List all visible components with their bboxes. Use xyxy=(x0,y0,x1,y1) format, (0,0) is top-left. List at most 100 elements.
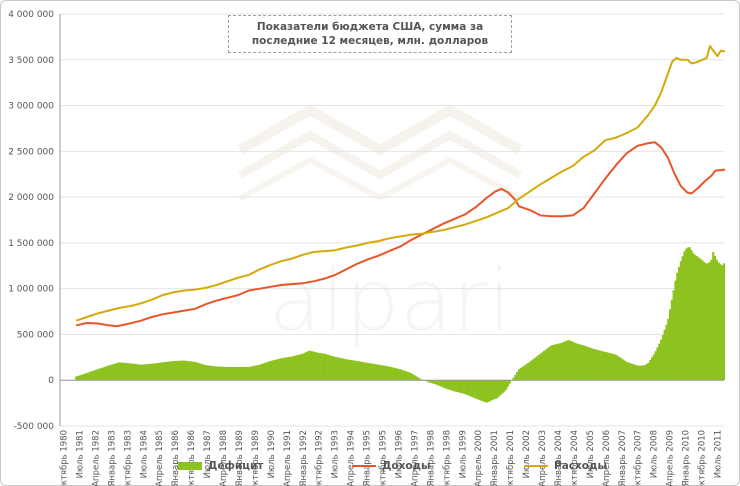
deficit-bar-295 xyxy=(606,352,609,381)
chart-title-line-2: последние 12 месяцев, млн. долларов xyxy=(251,35,489,47)
x-tick-label-2: Апрель 1982 xyxy=(91,430,101,486)
x-tick-label-36: Октябрь 2007 xyxy=(634,430,644,486)
deficit-bar-114 xyxy=(280,358,283,381)
deficit-bar-108 xyxy=(269,360,272,381)
deficit-bar-6 xyxy=(85,372,89,381)
x-tick-label-7: Январь 1986 xyxy=(171,430,181,486)
deficit-bar-327 xyxy=(663,329,666,381)
deficit-bar-305 xyxy=(624,360,627,381)
deficit-bar-93 xyxy=(242,366,245,381)
deficit-bar-235 xyxy=(498,380,501,397)
deficit-bar-234 xyxy=(496,380,499,399)
deficit-bar-267 xyxy=(555,344,558,381)
y-tick-label-0: -500 000 xyxy=(14,422,55,432)
deficit-bar-199 xyxy=(433,380,436,384)
deficit-bar-45 xyxy=(156,363,159,381)
deficit-bar-105 xyxy=(264,362,267,381)
deficit-bar-233 xyxy=(494,380,497,399)
deficit-bar-325 xyxy=(659,339,663,381)
deficit-bar-37 xyxy=(141,364,144,381)
deficit-bar-356 xyxy=(715,259,718,381)
deficit-bar-62 xyxy=(186,360,189,381)
x-tick-label-25: Июль 1999 xyxy=(458,430,468,478)
x-tick-label-16: Октябрь 1992 xyxy=(315,430,325,486)
deficit-bar-49 xyxy=(163,362,166,381)
x-tick-label-8: Октябрь 1986 xyxy=(187,430,197,486)
deficit-bar-76 xyxy=(211,366,214,381)
deficit-bar-348 xyxy=(701,260,704,381)
deficit-bar-205 xyxy=(444,380,447,389)
legend-label-expenses: Расходы xyxy=(554,460,607,472)
y-tick-label-3: 1 000 000 xyxy=(8,285,54,295)
deficit-bar-223 xyxy=(476,380,479,400)
deficit-bar-34 xyxy=(136,364,139,381)
deficit-bar-322 xyxy=(654,351,657,381)
deficit-bar-75 xyxy=(210,365,213,381)
deficit-bar-296 xyxy=(607,352,610,381)
deficit-bar-121 xyxy=(292,355,295,381)
deficit-bar-119 xyxy=(289,356,292,381)
deficit-bar-352 xyxy=(708,262,711,381)
deficit-bar-246 xyxy=(517,369,520,381)
deficit-bar-184 xyxy=(406,371,409,381)
deficit-bar-294 xyxy=(604,351,607,381)
deficit-bar-118 xyxy=(287,357,290,381)
deficit-bar-67 xyxy=(195,362,198,381)
deficit-bar-10 xyxy=(93,370,96,381)
deficit-bar-172 xyxy=(384,365,387,381)
deficit-bar-197 xyxy=(429,380,432,383)
deficit-bar-33 xyxy=(134,363,137,381)
deficit-bar-59 xyxy=(181,360,184,381)
deficit-bar-212 xyxy=(456,380,459,393)
deficit-bar-253 xyxy=(530,360,533,381)
x-tick-label-38: Апрель 2009 xyxy=(666,430,676,486)
deficit-bar-167 xyxy=(375,364,378,381)
deficit-bar-313 xyxy=(638,365,641,381)
deficit-bar-23 xyxy=(116,362,119,381)
y-tick-label-4: 1 500 000 xyxy=(8,239,54,249)
deficit-bar-357 xyxy=(717,262,720,381)
deficit-bar-336 xyxy=(679,261,682,381)
deficit-bar-259 xyxy=(541,352,544,381)
deficit-bar-80 xyxy=(219,366,222,381)
x-tick-label-32: Октябрь 2004 xyxy=(570,430,580,486)
x-tick-label-21: Июль 1996 xyxy=(395,430,405,478)
deficit-bar-349 xyxy=(703,261,706,381)
deficit-bar-303 xyxy=(620,358,623,381)
deficit-bar-195 xyxy=(426,380,429,382)
deficit-bar-142 xyxy=(330,355,333,381)
deficit-bar-31 xyxy=(130,363,134,381)
deficit-bar-200 xyxy=(435,380,438,385)
deficit-bar-252 xyxy=(528,361,531,381)
deficit-bar-282 xyxy=(582,345,585,381)
deficit-bar-249 xyxy=(523,365,526,381)
deficit-bar-321 xyxy=(652,354,655,381)
deficit-bar-318 xyxy=(647,362,650,381)
deficit-bar-51 xyxy=(166,361,169,381)
deficit-bar-160 xyxy=(363,362,366,381)
deficit-bar-86 xyxy=(229,366,232,381)
deficit-bar-314 xyxy=(640,365,643,381)
deficit-bar-153 xyxy=(350,360,353,381)
deficit-bar-88 xyxy=(233,366,236,381)
deficit-bar-350 xyxy=(704,263,708,381)
deficit-bar-58 xyxy=(179,360,182,381)
x-tick-label-3: Январь 1983 xyxy=(107,430,117,486)
deficit-bar-247 xyxy=(519,368,522,381)
deficit-bar-164 xyxy=(370,363,373,381)
x-tick-label-35: Январь 2007 xyxy=(618,430,628,486)
deficit-bar-124 xyxy=(298,354,301,381)
deficit-bar-261 xyxy=(544,349,547,381)
deficit-bar-215 xyxy=(462,380,465,394)
deficit-bar-330 xyxy=(668,309,672,381)
deficit-bar-334 xyxy=(676,272,679,381)
legend-item-revenue: Доходы xyxy=(352,458,431,474)
deficit-bar-146 xyxy=(337,357,340,381)
deficit-bar-20 xyxy=(111,364,114,381)
deficit-bar-156 xyxy=(355,360,358,381)
deficit-bar-155 xyxy=(354,360,357,381)
deficit-bar-198 xyxy=(431,380,434,384)
deficit-bar-131 xyxy=(310,351,313,381)
deficit-bar-151 xyxy=(346,359,349,381)
